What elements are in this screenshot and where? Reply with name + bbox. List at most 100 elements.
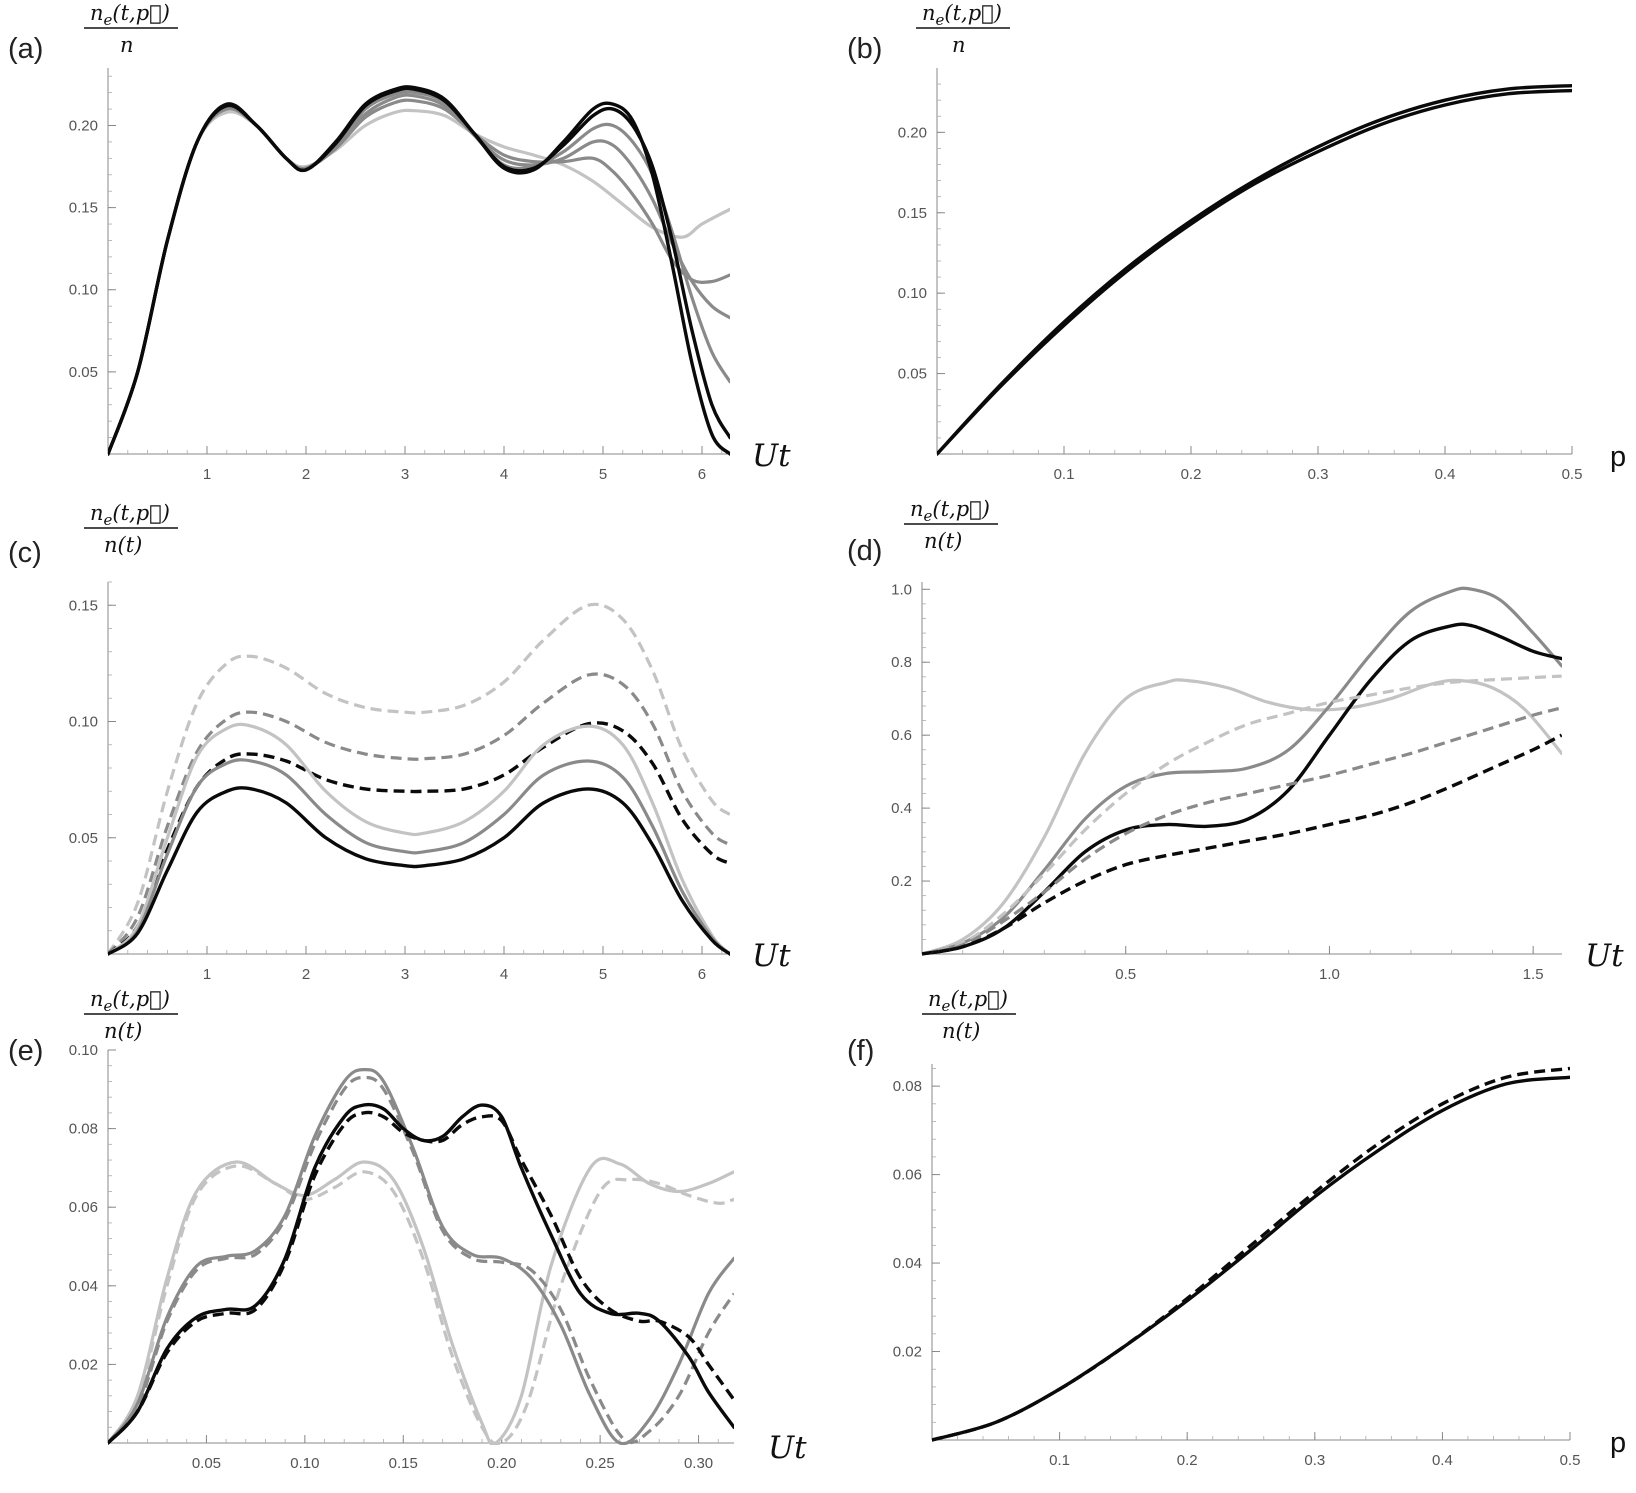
x-tick-label: 0.30: [684, 1455, 713, 1472]
y-tick-label: 0.8: [891, 654, 912, 671]
x-tick-label: 0.15: [389, 1455, 418, 1472]
y-tick-label: 0.10: [69, 282, 98, 299]
x-axis-label: p: [1610, 1427, 1626, 1459]
y-tick-label: 0.15: [898, 205, 927, 222]
y-label-numerator: ne(t,p⃗): [90, 987, 170, 1015]
y-tick-label: 0.04: [893, 1255, 922, 1272]
panel-label: (c): [8, 537, 42, 569]
series-group: [922, 586, 1562, 956]
y-label-numerator: ne(t,p⃗): [928, 987, 1008, 1015]
y-label-denominator: n(t): [924, 529, 962, 553]
y-label-denominator: n(t): [104, 1019, 142, 1043]
y-tick-label: 0.4: [891, 800, 912, 817]
x-tick-label: 0.4: [1435, 466, 1456, 483]
y-axis-label: ne(t,p⃗)n: [84, 1, 178, 57]
series-group: [108, 85, 730, 456]
y-tick-label: 0.04: [69, 1278, 98, 1295]
y-label-momentum: p⃗: [136, 501, 162, 525]
y-label-momentum: p⃗: [968, 1, 994, 25]
y-tick-label: 0.10: [69, 714, 98, 731]
x-axis-label: Ut: [752, 438, 791, 474]
y-tick-label: 0.05: [898, 366, 927, 383]
y-tick-label: 0.02: [893, 1344, 922, 1361]
y-axis-label: ne(t,p⃗) n(t): [84, 987, 178, 1043]
x-tick-label: 0.5: [1562, 466, 1583, 483]
series-line-dark-dashed: [922, 733, 1562, 956]
y-axis-label: ne(t,p⃗)n: [916, 1, 1010, 57]
x-tick-label: 6: [698, 466, 706, 483]
series-line-dark-solid: [937, 88, 1572, 456]
y-label-numerator-symbol: n: [90, 501, 104, 525]
x-axis-label: p: [1610, 441, 1626, 473]
panel-label: (b): [847, 33, 882, 65]
x-tick-label: 5: [599, 466, 607, 483]
series-line-dark-solid: [108, 86, 730, 456]
series-group: [108, 602, 730, 956]
y-label-close: ): [161, 987, 170, 1011]
y-label-numerator-symbol: n: [90, 1, 104, 25]
x-tick-label: 1: [203, 966, 211, 983]
y-label-numerator-symbol: n: [928, 987, 942, 1011]
y-label-close: ): [161, 501, 170, 525]
y-tick-label: 0.20: [898, 124, 927, 141]
y-label-numerator: ne(t,p⃗): [910, 497, 990, 525]
y-label-arguments: (t,: [932, 497, 955, 521]
x-tick-label: 6: [698, 966, 706, 983]
y-label-denominator: n: [952, 33, 966, 57]
x-tick-label: 0.4: [1432, 1452, 1453, 1469]
y-label-momentum: p⃗: [956, 497, 982, 521]
series-line-dark-dashed: [108, 721, 730, 956]
y-label-arguments: (t,: [112, 1, 135, 25]
y-label-momentum: p⃗: [974, 987, 1000, 1011]
x-tick-label: 4: [500, 466, 508, 483]
x-tick-label: 0.05: [192, 1455, 221, 1472]
y-tick-label: 1.0: [891, 581, 912, 598]
y-axis-label: ne(t,p⃗) n(t): [904, 497, 998, 553]
y-tick-label: 0.6: [891, 727, 912, 744]
y-tick-label: 0.10: [898, 285, 927, 302]
series-line-light-dashed: [108, 1164, 734, 1445]
series-line-mid-solid: [108, 758, 730, 956]
y-label-numerator: ne(t,p⃗): [922, 1, 1002, 29]
x-tick-label: 0.1: [1049, 1452, 1070, 1469]
series-line-dark-dashed: [108, 1110, 734, 1445]
y-label-numerator-symbol: n: [922, 1, 936, 25]
series-line-light-solid: [108, 1156, 734, 1445]
y-label-momentum: p⃗: [136, 1, 162, 25]
series-line-light-dashed: [108, 602, 730, 955]
y-label-subscript: e: [104, 997, 113, 1015]
y-tick-label: 0.06: [69, 1199, 98, 1216]
series-line-mid-dashed: [108, 672, 730, 956]
y-label-momentum: p⃗: [136, 987, 162, 1011]
x-tick-label: 0.5: [1115, 966, 1136, 983]
y-label-subscript: e: [942, 997, 951, 1015]
y-label-denominator: n(t): [942, 1019, 980, 1043]
y-tick-label: 0.05: [69, 830, 98, 847]
y-tick-label: 0.2: [891, 873, 912, 890]
y-tick-label: 0.06: [893, 1167, 922, 1184]
series-line-dark-dashed: [932, 1066, 1570, 1442]
y-label-close: ): [993, 1, 1002, 25]
panel-d: (d) ne(t,p⃗) n(t) Ut 0.5 1.0 1.5 0.2 0.4 0.6 0.8 1.…: [847, 497, 1624, 983]
series-line-mid-dashed: [922, 706, 1562, 956]
y-tick-label: 0.08: [69, 1121, 98, 1138]
x-tick-label: 1.5: [1523, 966, 1544, 983]
y-label-close: ): [161, 1, 170, 25]
series-group: [937, 83, 1572, 456]
y-label-close: ): [999, 987, 1008, 1011]
y-label-arguments: (t,: [950, 987, 973, 1011]
y-label-numerator-symbol: n: [910, 497, 924, 521]
series-line-dark-solid: [937, 83, 1572, 456]
y-label-arguments: (t,: [112, 501, 135, 525]
x-tick-label: 0.3: [1304, 1452, 1325, 1469]
x-tick-label: 1.0: [1319, 966, 1340, 983]
series-group: [108, 1068, 734, 1445]
x-axis-label: Ut: [752, 938, 791, 974]
x-tick-label: 2: [302, 966, 310, 983]
x-tick-label: 3: [401, 966, 409, 983]
series-line-dark-solid: [108, 85, 730, 456]
y-axis-label: ne(t,p⃗) n(t): [922, 987, 1016, 1043]
y-label-subscript: e: [936, 11, 945, 29]
